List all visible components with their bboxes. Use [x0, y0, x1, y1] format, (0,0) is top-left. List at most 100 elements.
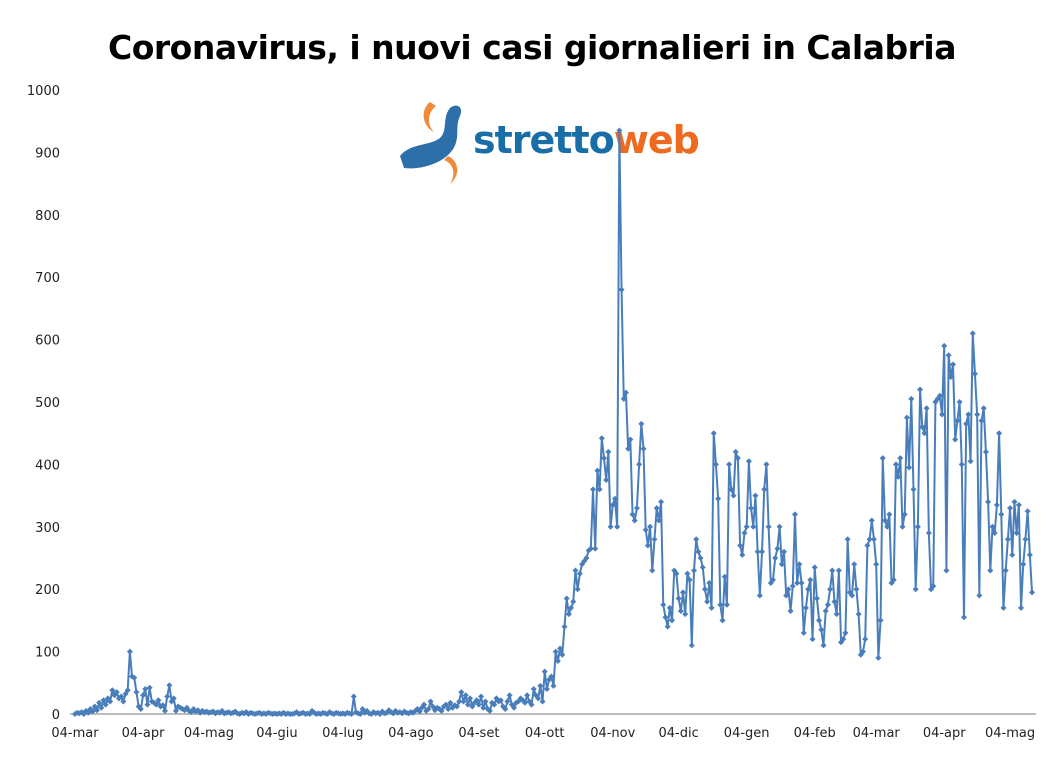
data-point	[890, 576, 897, 583]
data-point	[1009, 551, 1016, 558]
data-point	[673, 570, 680, 577]
data-point	[660, 601, 667, 608]
data-point	[631, 517, 638, 524]
data-point	[737, 542, 744, 549]
data-point	[706, 579, 713, 586]
data-point	[976, 592, 983, 599]
x-tick-label: 04-gen	[724, 726, 770, 741]
logo-swirl-icon	[400, 102, 462, 184]
data-point	[565, 611, 572, 618]
data-point	[875, 654, 882, 661]
y-tick-label: 0	[52, 708, 60, 723]
data-point	[473, 697, 480, 704]
logo-text-web: web	[613, 118, 700, 162]
data-point	[699, 564, 706, 571]
data-point	[844, 536, 851, 543]
data-point	[528, 701, 535, 708]
data-point	[912, 586, 919, 593]
data-point	[930, 583, 937, 590]
data-point	[868, 517, 875, 524]
data-point	[662, 614, 669, 621]
data-point	[587, 545, 594, 552]
data-point	[133, 689, 140, 696]
logo-text-stretto: stretto	[473, 118, 615, 162]
data-point	[576, 570, 583, 577]
data-point	[170, 695, 177, 702]
data-point	[636, 461, 643, 468]
data-point	[772, 555, 779, 561]
data-point	[921, 430, 928, 437]
data-point	[620, 395, 627, 402]
data-point	[761, 486, 768, 493]
x-tick-label: 04-dic	[659, 726, 699, 741]
data-point	[958, 461, 965, 468]
data-point	[723, 601, 730, 608]
data-point	[881, 517, 888, 524]
data-point	[791, 511, 798, 518]
data-point	[486, 707, 493, 714]
x-axis: 04-mar 04-apr 04-mag 04-giu 04-lug 04-ago 04-s…	[51, 713, 1036, 741]
data-point	[741, 530, 748, 537]
data-point	[666, 604, 673, 611]
data-point	[482, 698, 489, 705]
data-point	[649, 567, 656, 574]
data-point	[695, 548, 702, 555]
data-point	[680, 589, 687, 596]
data-point	[480, 704, 487, 711]
data-point	[719, 617, 726, 624]
data-point	[978, 417, 985, 424]
data-point	[811, 564, 818, 571]
x-tick-label: 04-apr	[923, 726, 966, 741]
y-tick-label: 500	[35, 396, 60, 411]
data-point	[1029, 589, 1036, 596]
data-point	[897, 455, 904, 462]
data-point	[350, 693, 357, 700]
data-point	[756, 592, 763, 599]
data-point	[100, 697, 107, 704]
data-point	[625, 445, 632, 452]
data-point	[813, 595, 820, 602]
data-point	[818, 626, 825, 633]
data-point	[166, 682, 173, 689]
data-point	[712, 461, 719, 468]
data-point	[1015, 501, 1022, 508]
data-point	[877, 617, 884, 624]
data-point	[605, 448, 612, 455]
data-point	[923, 405, 930, 412]
data-point	[763, 461, 770, 468]
data-point	[609, 501, 616, 508]
data-point	[464, 701, 471, 708]
data-point	[109, 687, 116, 694]
data-point	[919, 423, 926, 430]
data-point	[754, 548, 761, 555]
data-point	[561, 623, 568, 630]
series-daily-cases	[72, 127, 1036, 717]
data-point	[908, 395, 915, 402]
data-point	[1020, 561, 1027, 568]
data-point	[715, 495, 722, 502]
data-point	[822, 608, 829, 615]
data-point	[730, 492, 737, 499]
data-point	[816, 617, 823, 624]
data-point	[906, 464, 913, 471]
data-point	[462, 692, 469, 699]
data-point	[684, 570, 691, 577]
data-point	[1018, 604, 1025, 611]
data-point	[879, 455, 886, 462]
data-point	[458, 689, 465, 696]
y-tick-label: 200	[35, 583, 60, 598]
data-point	[963, 420, 970, 427]
data-point	[688, 642, 695, 649]
data-point	[113, 689, 120, 696]
data-point	[126, 648, 133, 655]
data-point	[917, 386, 924, 393]
data-point	[682, 611, 689, 618]
data-point	[939, 411, 946, 418]
data-point	[161, 707, 168, 714]
data-point	[956, 399, 963, 405]
data-point	[853, 586, 860, 593]
data-point	[835, 567, 842, 574]
data-point	[941, 342, 948, 349]
data-point	[840, 636, 847, 643]
y-axis: 0 100 200 300 400 500 600 700 800 900 1000	[27, 84, 60, 723]
